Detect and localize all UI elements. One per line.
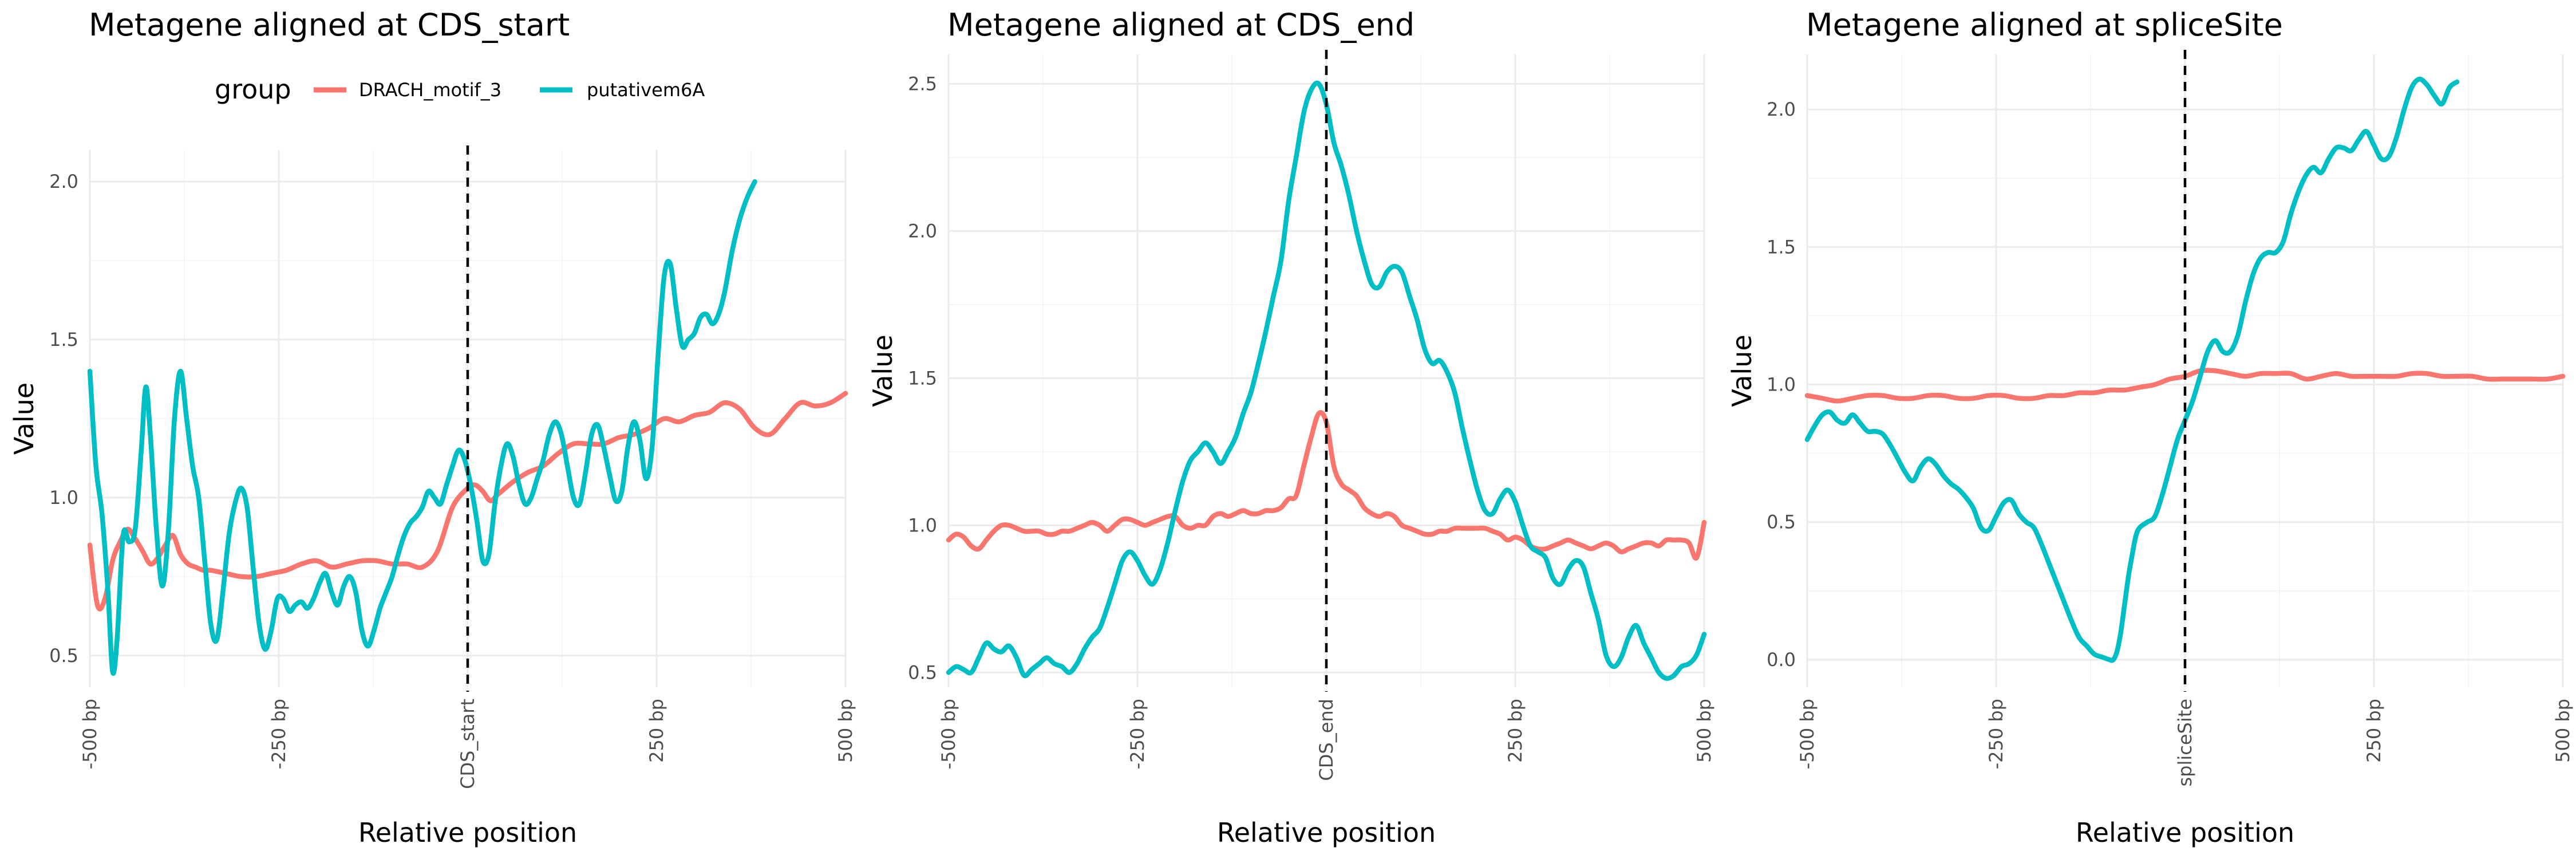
- y-tick-label: 1.0: [908, 514, 937, 536]
- y-tick-label: 0.5: [49, 645, 78, 667]
- x-tick-label: 250 bp: [2363, 699, 2385, 763]
- y-tick-label: 1.0: [49, 487, 78, 509]
- x-tick-label: spliceSite: [2174, 699, 2196, 786]
- y-axis-title: Value: [867, 334, 898, 407]
- y-tick-label: 0.5: [1767, 511, 1796, 533]
- x-tick-label: CDS_end: [1315, 699, 1337, 781]
- x-tick-label: CDS_start: [457, 699, 479, 789]
- x-tick-label: -250 bp: [1127, 699, 1148, 769]
- chart-title-cds-start: Metagene aligned at CDS_start: [89, 7, 570, 43]
- x-axis-title: Relative position: [358, 817, 577, 848]
- legend-label-putativem6a: putativem6A: [587, 79, 705, 101]
- legend: group DRACH_motif_3 putativem6A: [215, 74, 705, 105]
- legend-label-drach: DRACH_motif_3: [359, 79, 501, 101]
- y-tick-label: 2.0: [1767, 98, 1796, 120]
- y-tick-label: 2.0: [49, 171, 78, 192]
- x-tick-label: 500 bp: [2552, 699, 2574, 763]
- y-tick-label: 2.0: [908, 220, 937, 242]
- series-line-putativem6a: [1804, 76, 2460, 663]
- x-tick-label: -500 bp: [1796, 699, 1818, 769]
- y-tick-label: 0.5: [908, 661, 937, 683]
- x-tick-label: -250 bp: [1985, 699, 2007, 769]
- legend-title: group: [215, 74, 291, 105]
- series-line-drach-motif-3: [87, 391, 848, 612]
- y-tick-label: 1.5: [49, 329, 78, 350]
- y-tick-label: 1.5: [1767, 236, 1796, 258]
- x-tick-label: 250 bp: [646, 699, 667, 763]
- panel-cds-start: -500 bp -250 bp CDS_start 250 bp 500 bp 0.5 1.…: [9, 7, 856, 848]
- y-tick-label: 1.5: [908, 367, 937, 389]
- x-tick-label: -500 bp: [938, 699, 959, 769]
- panel-cds-end: -500 bp -250 bp CDS_end 250 bp 500 bp 0.5 1.0 1…: [867, 7, 1715, 848]
- y-axis-title: Value: [9, 383, 39, 455]
- chart-title-splice-site: Metagene aligned at spliceSite: [1806, 7, 2283, 43]
- y-axis-title: Value: [1726, 334, 1757, 407]
- chart-title-cds-end: Metagene aligned at CDS_end: [947, 7, 1415, 43]
- x-tick-label: 250 bp: [1504, 699, 1526, 763]
- panel-splice-site: -500 bp -250 bp spliceSite 250 bp 500 bp 0.0 0…: [1726, 7, 2574, 848]
- x-tick-label: -250 bp: [268, 699, 290, 769]
- x-tick-label: 500 bp: [1693, 699, 1715, 763]
- x-axis-title: Relative position: [1217, 817, 1436, 848]
- series-line-putativem6a: [87, 179, 757, 676]
- y-tick-label: 2.5: [908, 73, 937, 94]
- y-tick-label: 1.0: [1767, 374, 1796, 396]
- x-axis-title: Relative position: [2076, 817, 2294, 848]
- x-tick-label: 500 bp: [835, 699, 856, 763]
- x-tick-label: -500 bp: [79, 699, 101, 769]
- y-tick-label: 0.0: [1767, 649, 1796, 671]
